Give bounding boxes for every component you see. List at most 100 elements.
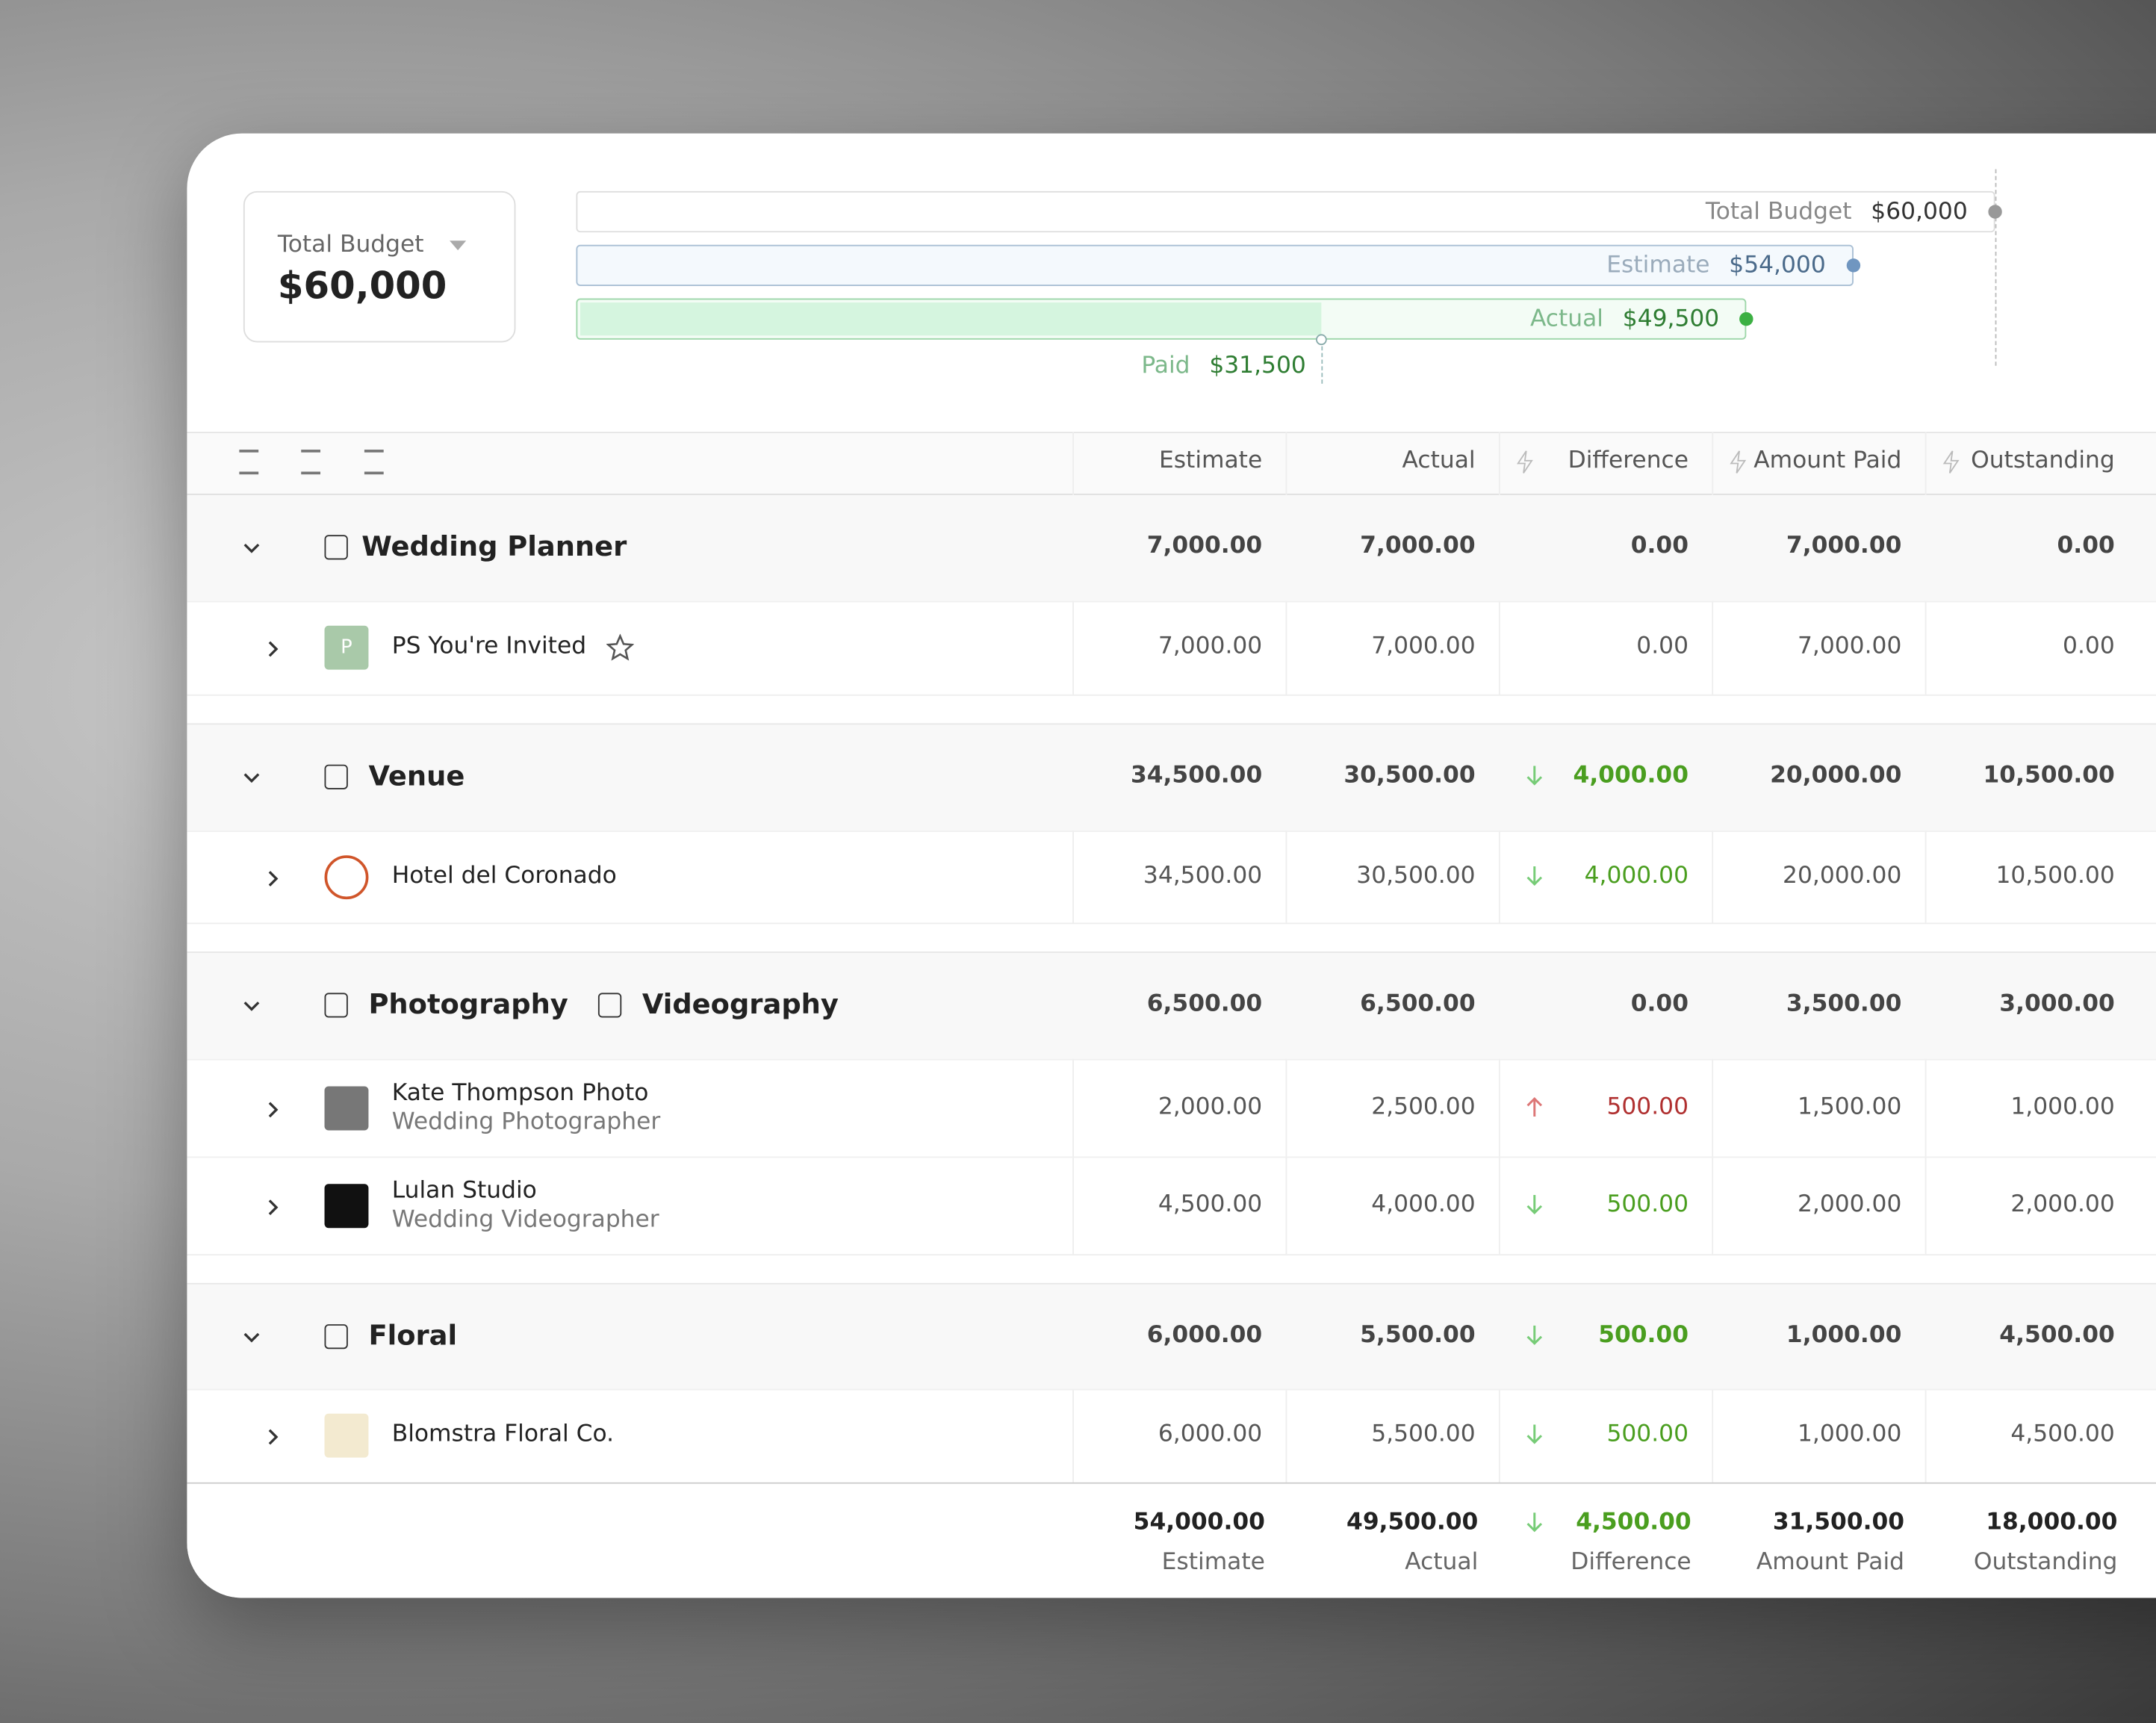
toolbar-icon[interactable] bbox=[301, 450, 320, 475]
chevron[interactable] bbox=[242, 1327, 261, 1347]
cell-value: 0.00 bbox=[1630, 532, 1689, 560]
trend-arrow bbox=[1526, 1096, 1543, 1125]
bolt-icon bbox=[1942, 450, 1961, 480]
paid-fill bbox=[580, 302, 1322, 336]
cell-value: 4,000.00 bbox=[1573, 762, 1689, 789]
budget-bar bbox=[576, 244, 1854, 286]
cell-value: 7,000.00 bbox=[1797, 632, 1902, 660]
group-icon bbox=[324, 535, 348, 560]
chevron-icon bbox=[243, 543, 260, 553]
item-name: Kate Thompson Photo bbox=[391, 1078, 649, 1107]
dashed-line bbox=[1995, 169, 1997, 366]
cell-value: 30,500.00 bbox=[1356, 862, 1476, 890]
column-header[interactable]: Outstanding bbox=[1971, 447, 2115, 475]
group-row bbox=[187, 494, 2156, 601]
column-header[interactable]: Difference bbox=[1568, 447, 1689, 475]
bar-value: $60,000 bbox=[1871, 198, 1968, 226]
chevron[interactable] bbox=[264, 1196, 284, 1215]
cell-value: 2,000.00 bbox=[2010, 1190, 2115, 1218]
chevron[interactable] bbox=[264, 1098, 284, 1117]
chevron-icon bbox=[268, 1101, 279, 1117]
group-name: Videography bbox=[641, 987, 839, 1021]
item-name: Lulan Studio bbox=[391, 1176, 537, 1204]
cell-value: 10,500.00 bbox=[1995, 862, 2115, 890]
column-header[interactable]: Actual bbox=[1402, 447, 1476, 475]
item-row bbox=[187, 1156, 2156, 1254]
star-icon[interactable] bbox=[606, 633, 635, 667]
bolt bbox=[1516, 450, 1533, 474]
item-row bbox=[187, 600, 2156, 695]
dropdown-caret[interactable] bbox=[450, 240, 467, 251]
chevron[interactable] bbox=[264, 638, 284, 657]
group-row bbox=[187, 1284, 2156, 1391]
group-row bbox=[187, 952, 2156, 1059]
bar-label: Estimate bbox=[1606, 251, 1710, 279]
group-icon bbox=[597, 993, 622, 1018]
chevron[interactable] bbox=[264, 1426, 284, 1445]
chevron-icon bbox=[268, 1199, 279, 1215]
group-icon bbox=[324, 764, 348, 789]
cell-value: 10,500.00 bbox=[1983, 762, 2115, 789]
toolbar-icon[interactable] bbox=[364, 450, 384, 475]
chevron-icon bbox=[243, 1002, 260, 1011]
cell-value: 6,500.00 bbox=[1146, 990, 1263, 1018]
bar-dot bbox=[1988, 205, 2002, 219]
item-subtitle: Wedding Photographer bbox=[391, 1108, 661, 1135]
trend-arrow bbox=[1526, 1193, 1543, 1222]
paid-labels: Paid $31,500 bbox=[1141, 352, 1305, 379]
group-icon bbox=[324, 1324, 348, 1350]
paid-label: Paid bbox=[1141, 352, 1190, 380]
cell-value: 7,000.00 bbox=[1146, 532, 1263, 560]
group-name: Floral bbox=[368, 1318, 458, 1352]
star bbox=[606, 633, 635, 661]
cell-value: 5,500.00 bbox=[1360, 1321, 1476, 1350]
cell-value: 4,000.00 bbox=[1371, 1190, 1476, 1218]
cell-value: 6,000.00 bbox=[1158, 1420, 1263, 1448]
column-header[interactable]: Amount Paid bbox=[1753, 447, 1902, 475]
total-label: Difference bbox=[1571, 1548, 1691, 1577]
group-gap bbox=[187, 1254, 2156, 1285]
budget-bar bbox=[576, 190, 1995, 233]
avatar bbox=[324, 1183, 369, 1228]
bar-dot bbox=[1846, 258, 1860, 273]
cell-value: 7,000.00 bbox=[1360, 532, 1476, 560]
cell-value: 4,500.00 bbox=[2010, 1420, 2115, 1448]
total-label: Estimate bbox=[1161, 1548, 1265, 1577]
cell-value: 6,500.00 bbox=[1360, 990, 1476, 1018]
total-value: 31,500.00 bbox=[1772, 1508, 1905, 1536]
chevron[interactable] bbox=[242, 996, 261, 1015]
group-name: Wedding Planner bbox=[361, 529, 627, 563]
group-row bbox=[187, 724, 2156, 831]
arrow-icon bbox=[1526, 1325, 1543, 1345]
bolt-icon bbox=[1515, 450, 1535, 480]
total-value: 54,000.00 bbox=[1133, 1508, 1265, 1536]
cell-value: 0.00 bbox=[1636, 632, 1689, 660]
chevron[interactable] bbox=[242, 767, 261, 786]
bar-labels: Total Budget $60,000 bbox=[1706, 198, 1968, 226]
cell-value: 3,500.00 bbox=[1786, 990, 1902, 1018]
arrow-icon bbox=[1526, 866, 1543, 886]
cell-value: 7,000.00 bbox=[1371, 632, 1476, 660]
item-subtitle: Wedding Videographer bbox=[391, 1205, 659, 1233]
total-value: 18,000.00 bbox=[1986, 1508, 2118, 1536]
item-name: Blomstra Floral Co. bbox=[391, 1420, 615, 1448]
cell-value: 2,500.00 bbox=[1371, 1092, 1476, 1120]
cell-value: 30,500.00 bbox=[1343, 762, 1476, 789]
summary-box[interactable] bbox=[243, 190, 516, 343]
cell-value: 4,500.00 bbox=[1158, 1190, 1263, 1218]
bar-value: $54,000 bbox=[1729, 251, 1826, 279]
chevron[interactable] bbox=[264, 868, 284, 887]
footer-row bbox=[187, 1482, 2156, 1598]
arrow-icon bbox=[1526, 766, 1543, 786]
cell-value: 1,000.00 bbox=[1797, 1420, 1902, 1448]
bolt-icon bbox=[1728, 450, 1748, 480]
group-name: Photography bbox=[368, 987, 568, 1021]
cell-value: 6,000.00 bbox=[1146, 1321, 1263, 1350]
item-row bbox=[187, 1058, 2156, 1157]
chevron[interactable] bbox=[242, 538, 261, 557]
toolbar-icon[interactable] bbox=[239, 450, 259, 475]
chevron-icon bbox=[243, 773, 260, 783]
column-header[interactable]: Estimate bbox=[1158, 447, 1263, 475]
item-row bbox=[187, 1388, 2156, 1483]
